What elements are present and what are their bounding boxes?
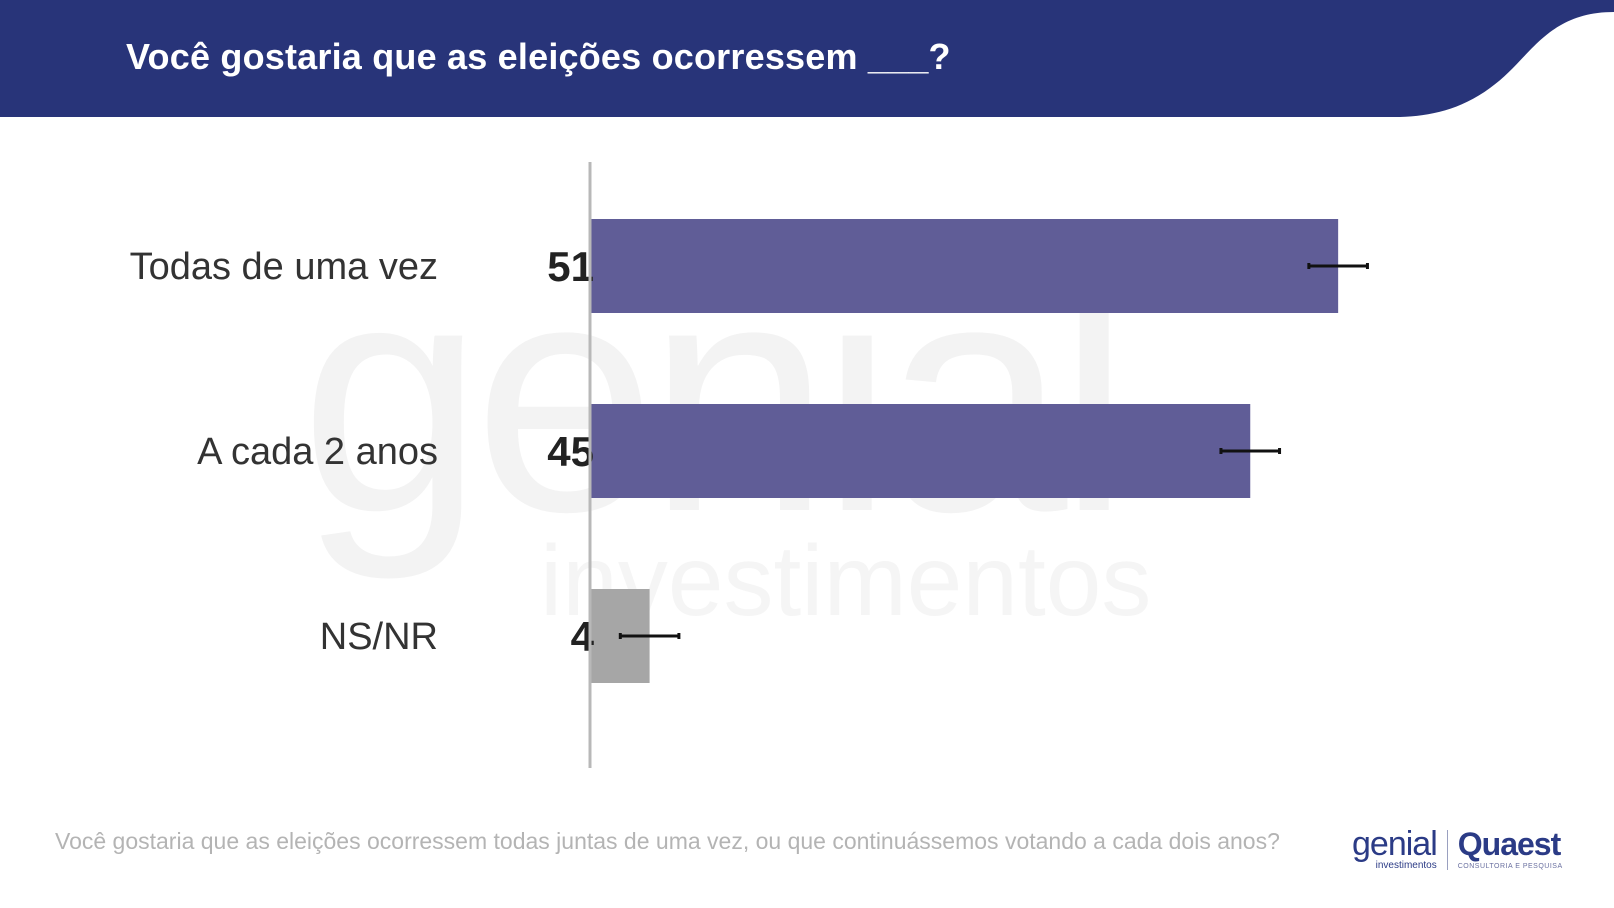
genial-logo-subtext: investimentos — [1375, 860, 1437, 871]
page-title: Você gostaria que as eleições ocorressem… — [126, 36, 951, 77]
category-label-0: Todas de uma vez — [130, 246, 438, 288]
header-background — [0, 0, 1614, 117]
value-label-0: 51 — [547, 243, 594, 290]
value-label-1: 45 — [547, 428, 594, 475]
error-bar-2 — [618, 633, 681, 639]
category-label-2: NS/NR — [320, 616, 438, 658]
brand-logos: genial investimentos Quaest CONSULTORIA … — [1352, 826, 1592, 874]
genial-logo: genial investimentos — [1352, 825, 1438, 871]
bar-1 — [591, 404, 1251, 498]
quaest-logo-subtext: CONSULTORIA E PESQUISA — [1457, 863, 1563, 870]
header-band — [0, 0, 1614, 117]
bar-0 — [591, 219, 1339, 313]
category-label-1: A cada 2 anos — [197, 431, 438, 473]
logo-divider — [1446, 830, 1448, 870]
quaest-logo: Quaest CONSULTORIA E PESQUISA — [1457, 826, 1563, 871]
question-footnote: Você gostaria que as eleições ocorressem… — [55, 828, 1280, 854]
error-bar-1 — [1219, 448, 1282, 454]
quaest-logo-text: Quaest — [1457, 826, 1561, 862]
genial-logo-text: genial — [1352, 825, 1438, 863]
error-bar-0 — [1307, 263, 1369, 269]
